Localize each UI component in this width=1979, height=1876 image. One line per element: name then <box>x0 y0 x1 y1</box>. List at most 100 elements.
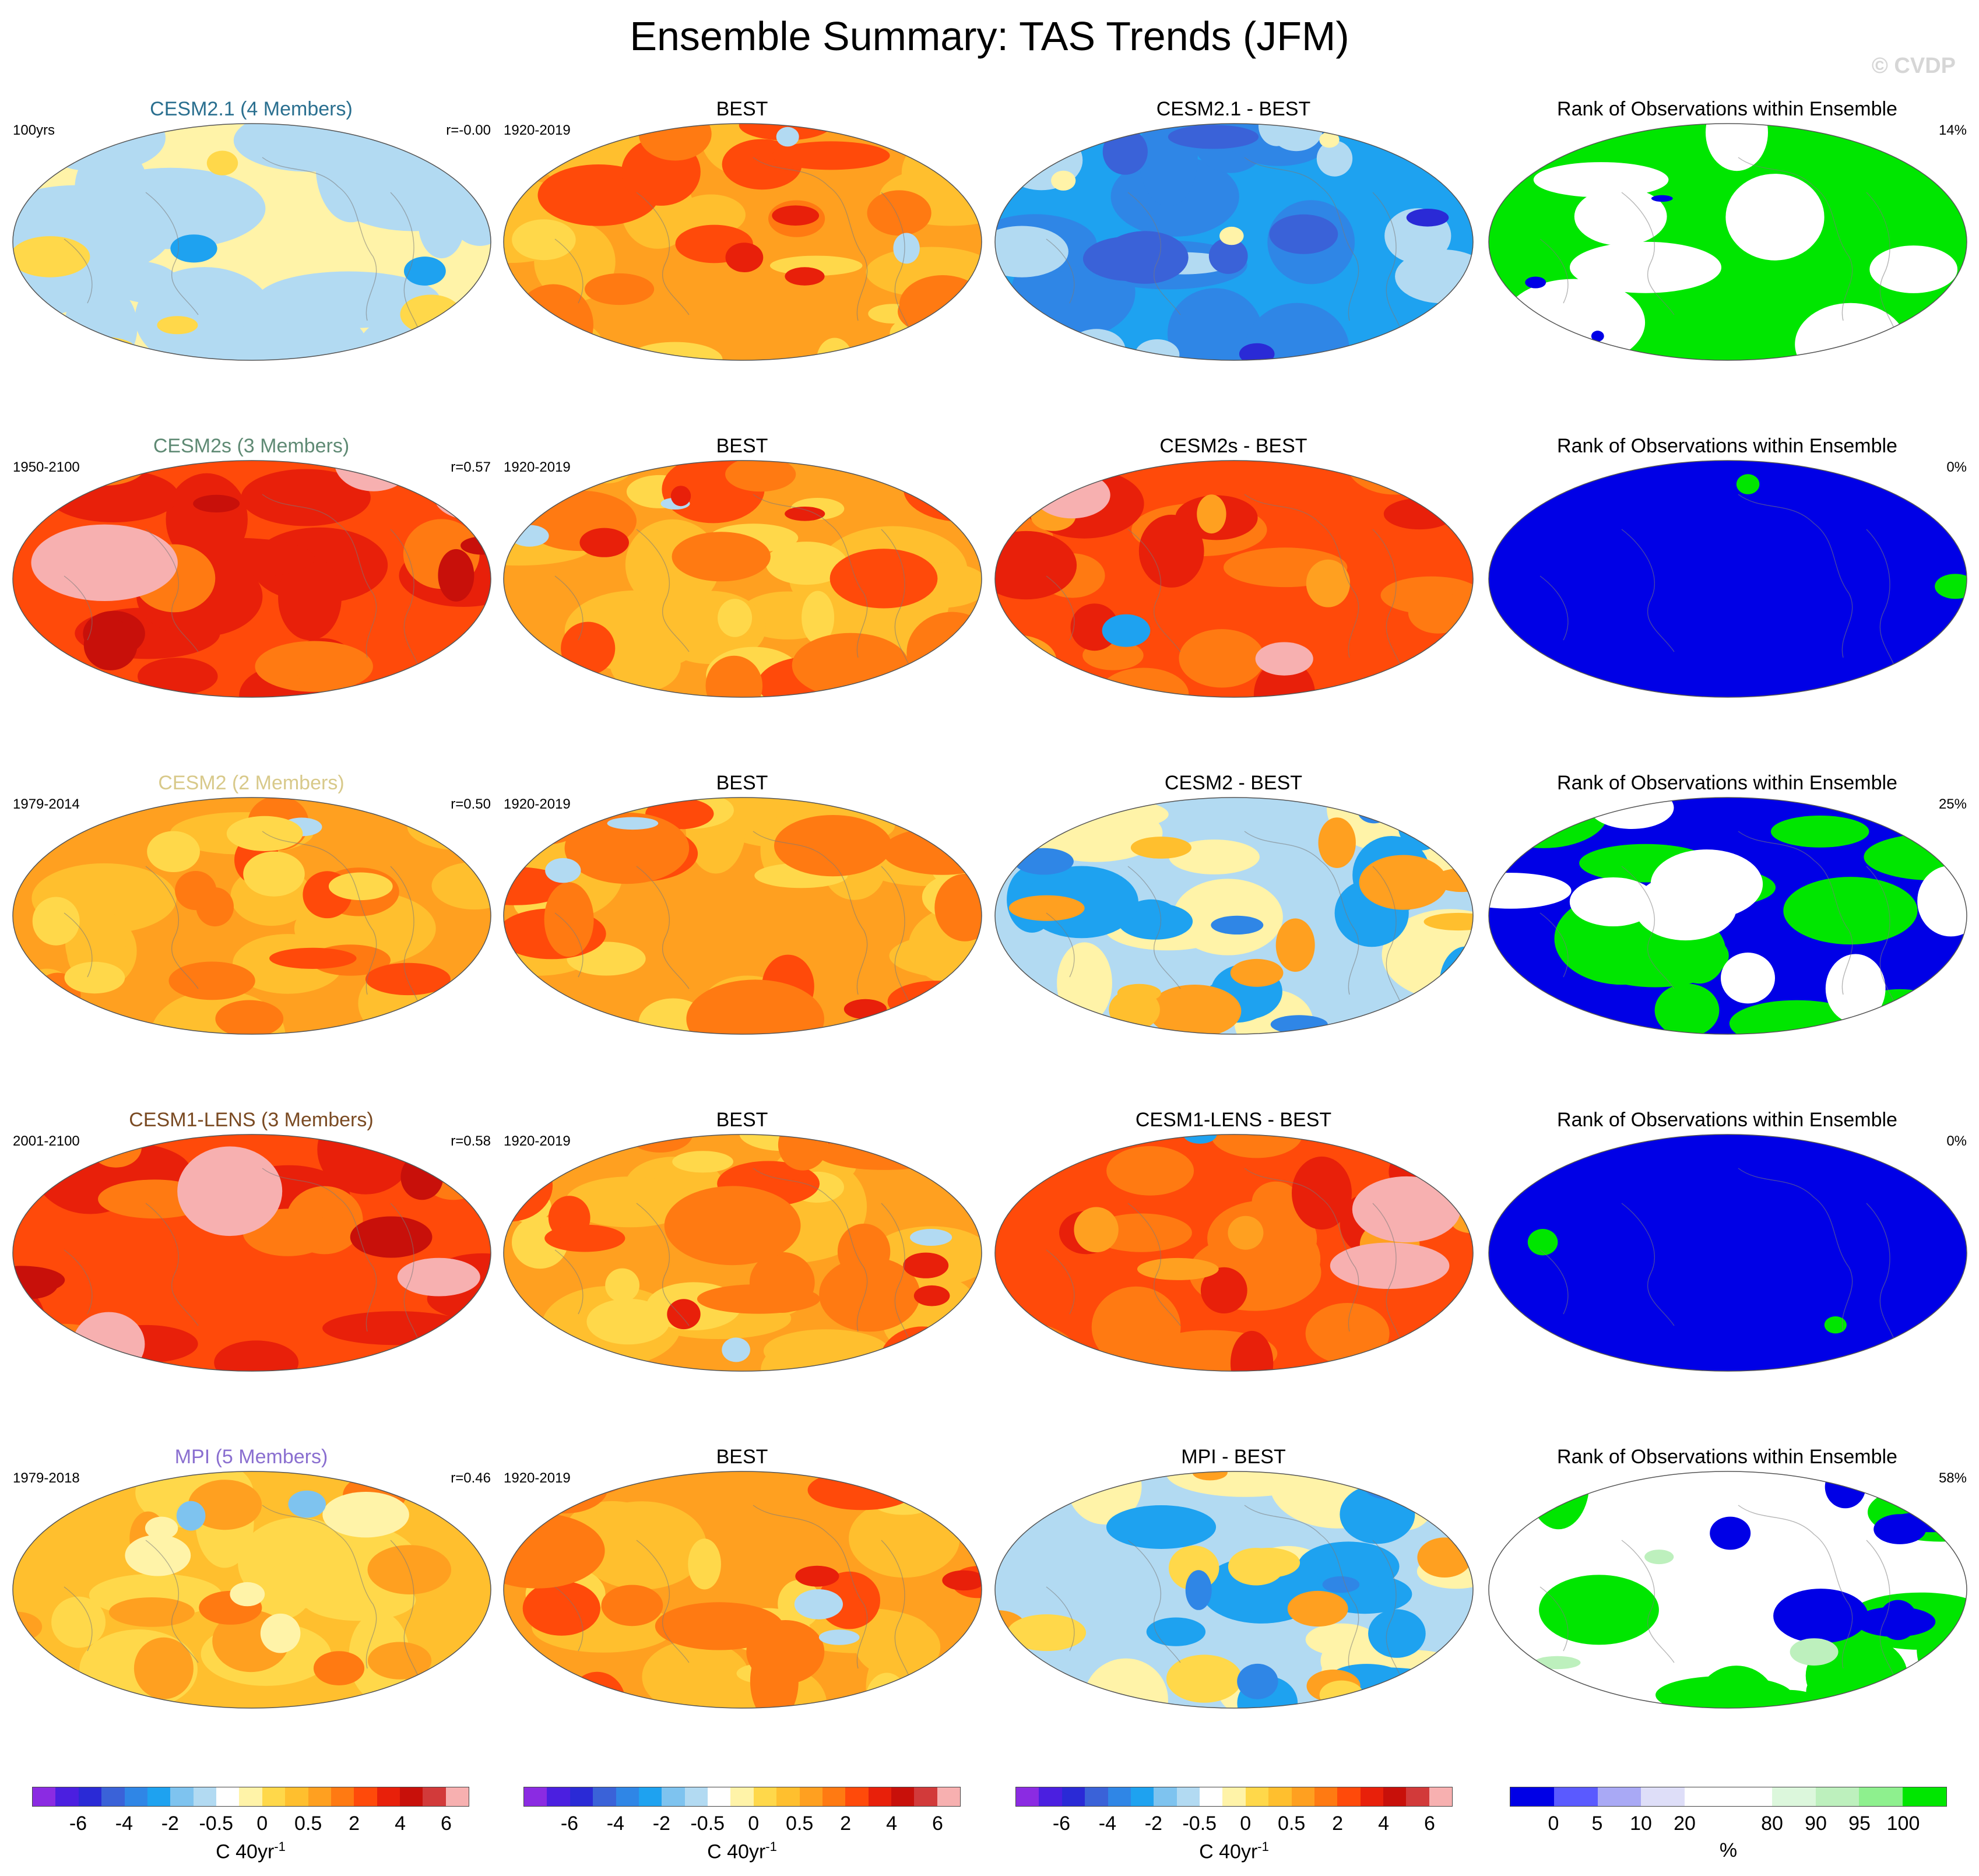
map-field-blob <box>1245 303 1350 360</box>
map-field-blob <box>1034 472 1110 519</box>
colorbar-segment <box>1815 1787 1860 1806</box>
map-field-blob <box>176 1501 206 1531</box>
map-field-blob <box>1228 1215 1264 1250</box>
colorbar-unit-text: C 40yr <box>707 1840 766 1863</box>
map-field-blob <box>785 507 825 521</box>
map-field-blob <box>1179 629 1265 688</box>
colorbar-tick-label: 2 <box>840 1812 852 1835</box>
colorbar-segment <box>1641 1787 1685 1806</box>
map-field-blob <box>906 612 982 694</box>
map-field-blob <box>544 882 594 957</box>
map-field-blob <box>1106 1505 1217 1549</box>
colorbar-segment <box>1085 1787 1108 1806</box>
map-field-blob <box>215 1000 284 1034</box>
colorbar-segment <box>891 1787 915 1806</box>
map-model-row-5 <box>12 1471 491 1709</box>
map-field-blob <box>438 549 474 602</box>
map-field-blob <box>876 1003 944 1034</box>
map-field-blob <box>1255 642 1313 676</box>
map-field-blob <box>1869 245 1958 293</box>
panel-title-rank: Rank of Observations within Ensemble <box>1557 1446 1897 1468</box>
map-field-blob <box>1651 195 1673 202</box>
coastline-outline <box>64 1168 420 1344</box>
map-field-blob <box>1383 498 1455 530</box>
colorbar-tick-label: -4 <box>115 1812 133 1835</box>
colorbar-segment <box>308 1787 331 1806</box>
map-field-blob <box>1298 1541 1400 1592</box>
colorbar-tick-label: 100 <box>1886 1812 1920 1835</box>
map-field-blob <box>125 1534 191 1576</box>
map-field-blob <box>147 831 200 872</box>
panel-title-obs: BEST <box>716 772 768 794</box>
map-field-blob <box>1736 474 1760 494</box>
colorbar-tick-label: 20 <box>1674 1812 1696 1835</box>
map-field-blob <box>504 493 526 540</box>
map-field-blob <box>1057 942 1112 1024</box>
map-field-blob <box>778 1134 828 1171</box>
panel-period-label: 100yrs <box>13 122 55 138</box>
colorbar-segment <box>776 1787 800 1806</box>
panel-stat-label: r=0.57 <box>451 459 491 475</box>
map-field-blob <box>686 979 825 1034</box>
map-field-blob <box>13 266 93 316</box>
colorbar-tick-label: -4 <box>1098 1812 1116 1835</box>
map-field-blob <box>115 276 235 305</box>
map-field-blob <box>1872 334 1955 360</box>
map-field-blob <box>1319 1680 1364 1708</box>
map-field-blob <box>792 633 909 697</box>
map-field-blob <box>1197 494 1226 534</box>
coastline-outline <box>1046 494 1402 670</box>
map-field-blob <box>889 932 982 979</box>
colorbar-segment <box>1429 1787 1453 1806</box>
colorbar-unit-exponent: -1 <box>765 1839 777 1854</box>
map-field-blob <box>322 1311 471 1345</box>
map-field-blob <box>1239 343 1275 360</box>
colorbar-segment <box>445 1787 469 1806</box>
map-field-blob <box>333 142 415 170</box>
map-field-blob <box>168 961 255 1000</box>
colorbar-tick-label: -4 <box>606 1812 624 1835</box>
map-field-blob <box>1489 873 1572 909</box>
map-field-blob <box>1117 903 1193 940</box>
colorbar-segment <box>1222 1787 1246 1806</box>
coastline-outline <box>1539 831 1896 1007</box>
map-field-blob <box>865 1673 909 1708</box>
map-field-blob <box>365 962 451 996</box>
colorbar-segment <box>354 1787 377 1806</box>
map-field-blob <box>794 1589 843 1619</box>
map-field-blob <box>1230 958 1284 987</box>
map-field-blob <box>1167 288 1263 360</box>
main-title: Ensemble Summary: TAS Trends (JFM) <box>630 13 1349 59</box>
map-field-blob <box>725 461 796 492</box>
map-field-blob <box>934 873 982 941</box>
map-field-blob <box>664 1186 801 1266</box>
map-field-blob <box>585 273 655 305</box>
colorbar-tas <box>1015 1787 1453 1807</box>
colorbar-tick-label: 0.5 <box>294 1812 322 1835</box>
map-field-blob <box>887 981 982 1023</box>
map-field-blob <box>1352 1176 1461 1243</box>
map-field-blob <box>15 333 133 360</box>
map-field-blob <box>230 1582 265 1607</box>
map-field-blob <box>400 1154 444 1200</box>
colorbar-segment <box>55 1787 79 1806</box>
map-field-blob <box>296 651 361 691</box>
colorbar-tick-label: -0.5 <box>690 1812 725 1835</box>
map-field-blob <box>638 124 712 161</box>
map-field-blob <box>867 190 931 236</box>
map-field-blob <box>65 906 126 980</box>
map-field-blob <box>83 619 138 670</box>
map-field-blob <box>1725 174 1825 261</box>
colorbar-segment <box>1108 1787 1131 1806</box>
colorbar-segment <box>1383 1787 1407 1806</box>
colorbar-segment <box>216 1787 240 1806</box>
map-outline <box>12 123 491 361</box>
map-field-blob <box>1074 1207 1119 1253</box>
map-field-blob <box>1270 1015 1328 1034</box>
map-field-blob <box>1855 1607 1936 1637</box>
colorbar-segment <box>1154 1787 1177 1806</box>
colorbar-segment <box>593 1787 616 1806</box>
map-rank-row-3 <box>1488 797 1967 1035</box>
map-field-blob <box>317 1134 414 1195</box>
map-field-blob <box>568 1671 626 1708</box>
